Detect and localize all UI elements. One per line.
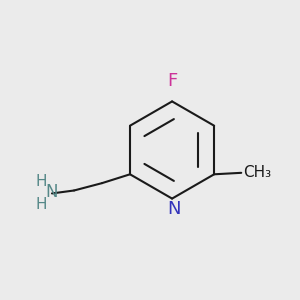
Text: N: N	[167, 200, 180, 218]
Text: N: N	[46, 183, 58, 201]
Text: H: H	[36, 174, 47, 189]
Text: H: H	[36, 197, 47, 212]
Text: CH₃: CH₃	[244, 165, 272, 180]
Text: F: F	[167, 72, 177, 90]
